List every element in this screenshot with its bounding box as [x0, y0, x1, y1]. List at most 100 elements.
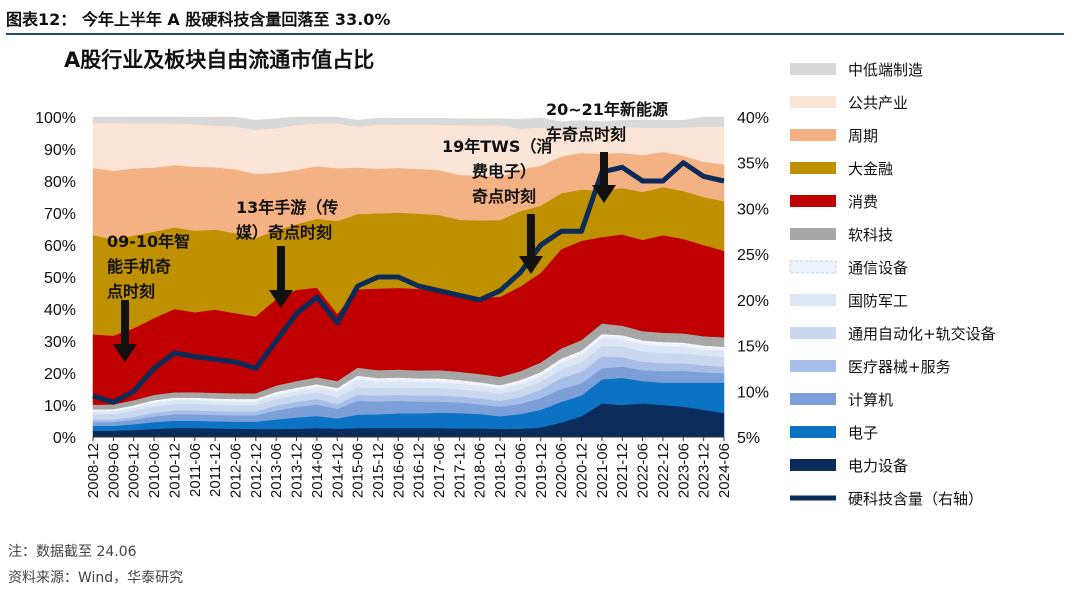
x-tick-label: 2024-06 — [716, 443, 733, 498]
legend-swatch — [790, 96, 836, 108]
legend-label: 软科技 — [848, 226, 893, 244]
x-tick-label: 2014-06 — [309, 443, 326, 498]
y-left-tick-label: 30% — [44, 334, 76, 351]
x-tick-label: 2011-12 — [207, 443, 224, 497]
legend-label: 医疗器械+服务 — [848, 358, 951, 376]
legend-label: 计算机 — [848, 391, 893, 409]
x-tick-label: 2013-06 — [268, 443, 285, 498]
x-tick-label: 2013-12 — [289, 443, 306, 498]
legend-swatch — [790, 360, 836, 372]
x-tick-label: 2021-12 — [614, 443, 631, 498]
legend-swatch — [790, 129, 836, 141]
x-tick-label: 2010-12 — [166, 443, 183, 498]
annotation-text: 能手机奇 — [107, 257, 171, 276]
y-right-tick-label: 5% — [737, 430, 760, 447]
arrow-shaft — [600, 152, 608, 187]
legend-label: 中低端制造 — [848, 61, 923, 79]
arrow-shaft — [277, 246, 285, 292]
annotation-text: 奇点时刻 — [472, 187, 536, 206]
x-tick-label: 2018-06 — [472, 443, 489, 498]
x-tick-label: 2011-06 — [187, 443, 204, 497]
y-right-tick-label: 15% — [737, 339, 769, 356]
legend-swatch — [790, 63, 836, 75]
y-right-tick-label: 10% — [737, 384, 769, 401]
y-left-tick-label: 100% — [35, 110, 76, 127]
hard-tech-line — [92, 160, 725, 405]
x-tick-label: 2009-06 — [105, 443, 122, 498]
legend-swatch — [790, 162, 836, 174]
x-tick-label: 2012-12 — [248, 443, 265, 498]
legend-swatch — [790, 459, 836, 471]
x-tick-label: 2015-12 — [370, 443, 387, 498]
legend-swatch — [790, 426, 836, 438]
x-tick-label: 2020-06 — [553, 443, 570, 498]
legend-swatch — [789, 260, 837, 274]
x-tick-label: 2016-06 — [390, 443, 407, 498]
x-tick-label: 2014-12 — [329, 443, 346, 498]
legend-label: 通用自动化+轨交设备 — [848, 325, 996, 343]
legend: 中低端制造公共产业周期大金融消费软科技通信设备国防军工通用自动化+轨交设备医疗器… — [789, 61, 996, 508]
annotation-text: 点时刻 — [107, 282, 155, 301]
annotation-text: 09-10年智 — [107, 232, 190, 251]
annotation-text: 费电子） — [472, 162, 536, 181]
annotation-text: 媒）奇点时刻 — [236, 223, 332, 242]
arrow-head — [269, 290, 293, 308]
line-layer — [92, 160, 725, 405]
figure-title: 图表12： 今年上半年 A 股硬科技含量回落至 33.0% — [6, 10, 391, 29]
y-left-tick-label: 40% — [44, 302, 76, 319]
annotation-text: 13年手游（传 — [236, 198, 338, 217]
y-right-tick-label: 40% — [737, 110, 769, 127]
arrow-head — [592, 185, 616, 203]
legend-swatch — [790, 195, 836, 207]
area-layers — [92, 116, 725, 438]
axes: 0% 10% 20% 30% 40% 50% 60% 70% 80% 90% 100% 5% 10% 15… — [35, 110, 769, 498]
legend-label: 国防军工 — [848, 292, 908, 310]
arrow-shaft — [121, 300, 129, 346]
x-tick-label: 2016-12 — [411, 443, 428, 498]
y-right-tick-label: 35% — [737, 156, 769, 173]
legend-label: 周期 — [848, 127, 878, 145]
legend-label: 公共产业 — [848, 94, 908, 112]
x-tick-label: 2023-06 — [675, 443, 692, 498]
annotation-1: 13年手游（传媒）奇点时刻 — [236, 198, 338, 308]
y-left-tick-label: 50% — [44, 270, 76, 287]
x-tick-label: 2009-12 — [126, 443, 143, 498]
y-right-tick-label: 30% — [737, 201, 769, 218]
x-tick-label: 2010-06 — [146, 443, 163, 498]
legend-swatch — [790, 294, 836, 306]
x-tick-label: 2017-06 — [431, 443, 448, 498]
x-tick-label: 2008-12 — [85, 443, 102, 498]
legend-swatch — [790, 228, 836, 240]
x-tick-label: 2020-12 — [574, 443, 591, 498]
legend-label: 硬科技含量（右轴） — [848, 490, 983, 508]
area-series-12 — [92, 116, 725, 131]
y-left-tick-label: 70% — [44, 206, 76, 223]
legend-label: 大金融 — [848, 160, 893, 178]
x-tick-label: 2019-12 — [533, 443, 550, 498]
x-tick-label: 2017-12 — [451, 443, 468, 498]
y-left-tick-label: 60% — [44, 238, 76, 255]
legend-swatch — [790, 393, 836, 405]
x-tick-label: 2021-06 — [594, 443, 611, 498]
y-right-tick-label: 20% — [737, 293, 769, 310]
legend-label: 电力设备 — [848, 457, 908, 475]
x-tick-label: 2022-06 — [635, 443, 652, 498]
y-left-tick-label: 20% — [44, 366, 76, 383]
arrow-head — [113, 344, 137, 362]
y-left-tick-label: 10% — [44, 398, 76, 415]
x-tick-label: 2015-06 — [350, 443, 367, 498]
x-tick-label: 2018-12 — [492, 443, 509, 498]
annotation-text: 20~21年新能源 — [546, 100, 668, 119]
x-tick-label: 2019-06 — [512, 443, 529, 498]
y-left-tick-label: 80% — [44, 174, 76, 191]
x-tick-label: 2023-12 — [696, 443, 713, 498]
legend-swatch — [790, 327, 836, 339]
y-left-tick-label: 0% — [53, 430, 76, 447]
header-rule — [6, 33, 1064, 35]
x-tick-label: 2022-12 — [655, 443, 672, 498]
